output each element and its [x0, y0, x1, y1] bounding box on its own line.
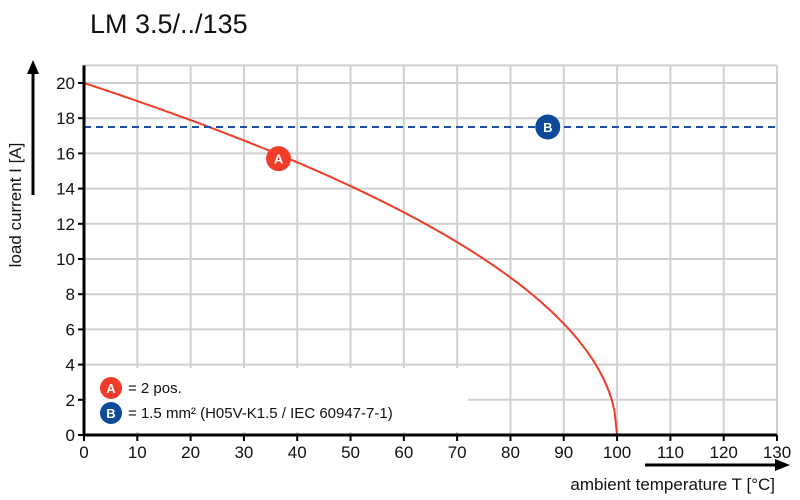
y-tick-label: 16: [56, 144, 75, 163]
x-axis-label: ambient temperature T [°C]: [570, 475, 775, 494]
x-tick-label: 40: [288, 443, 307, 462]
y-axis-label: load current I [A]: [6, 143, 25, 268]
x-tick-label: 110: [657, 443, 684, 462]
y-tick-label: 4: [66, 356, 75, 375]
y-tick-label: 10: [56, 250, 75, 269]
series-layer: [83, 82, 777, 436]
x-tick-label: 100: [603, 443, 631, 462]
marker-a: [266, 146, 292, 172]
x-tick-label: 130: [763, 443, 791, 462]
x-tick-label: 0: [79, 443, 88, 462]
axes: 0 10 20 30 40 50 60 70 80 90 100 110 120 130 0 2 4 6 8 10 12…: [27, 60, 791, 471]
legend-badge-a: [100, 377, 122, 399]
y-tick-label: 20: [56, 74, 75, 93]
series-a-line: [83, 82, 619, 436]
x-tick-label: 80: [501, 443, 520, 462]
x-tick-label: 60: [394, 443, 413, 462]
x-tick-label: 30: [234, 443, 253, 462]
y-tick-label: 6: [66, 320, 75, 339]
y-tick-label: 2: [66, 391, 75, 410]
chart-title: LM 3.5/../135: [90, 9, 248, 39]
y-tick-label: 14: [56, 180, 75, 199]
marker-b-label: B: [543, 120, 552, 135]
y-arrow-head: [27, 60, 39, 74]
x-tick-label: 70: [448, 443, 467, 462]
y-tick-label: 12: [56, 215, 75, 234]
y-tick-label: 18: [56, 109, 75, 128]
marker-a-label: A: [274, 152, 284, 167]
y-tick-label: 0: [66, 426, 75, 445]
legend-badge-a-label: A: [106, 381, 116, 396]
x-tick-label: 10: [128, 443, 147, 462]
legend: A = 2 pos. B = 1.5 mm² (H05V-K1.5 / IEC …: [86, 368, 468, 432]
x-tick-label: 90: [554, 443, 573, 462]
legend-badge-b-label: B: [106, 406, 115, 421]
x-arrow-head: [775, 459, 790, 471]
legend-entry-a: = 2 pos.: [128, 380, 182, 397]
markers: AB: [266, 114, 561, 172]
marker-b: [535, 114, 561, 140]
x-tick-label: 120: [710, 443, 738, 462]
x-tick-label: 20: [181, 443, 200, 462]
x-tick-label: 50: [341, 443, 360, 462]
y-tick-label: 8: [66, 285, 75, 304]
legend-badge-b: [100, 402, 122, 424]
legend-entry-b: = 1.5 mm² (H05V-K1.5 / IEC 60947-7-1): [128, 405, 393, 422]
